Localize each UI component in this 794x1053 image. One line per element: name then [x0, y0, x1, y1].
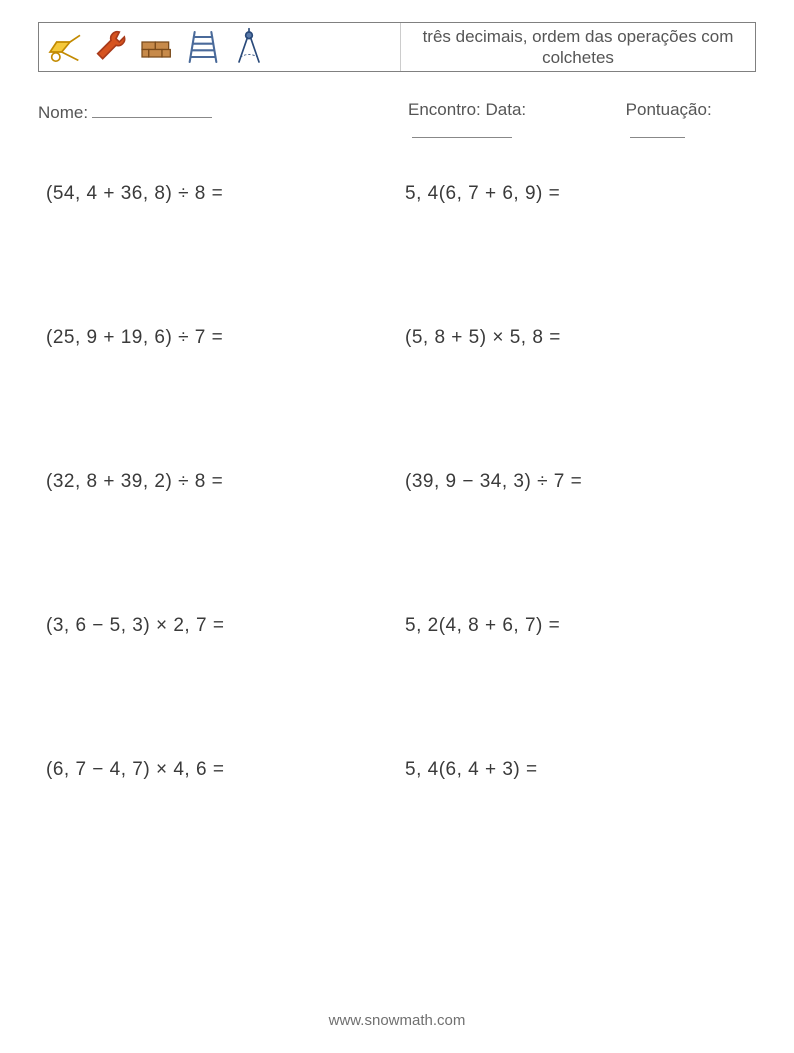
problem-cell: 5, 4(6, 4 + 3) =: [397, 759, 756, 781]
worksheet-page: três decimais, ordem das operações com c…: [0, 0, 794, 781]
problem-row: (32, 8 + 39, 2) ÷ 8 = (39, 9 − 34, 3) ÷ …: [38, 471, 756, 493]
problem-cell: (5, 8 + 5) × 5, 8 =: [397, 327, 756, 349]
problem-cell: (3, 6 − 5, 3) × 2, 7 =: [38, 615, 397, 637]
ladder-icon: [183, 27, 223, 67]
problem-row: (25, 9 + 19, 6) ÷ 7 = (5, 8 + 5) × 5, 8 …: [38, 327, 756, 349]
problem-row: (3, 6 − 5, 3) × 2, 7 = 5, 2(4, 8 + 6, 7)…: [38, 615, 756, 637]
problem-cell: (25, 9 + 19, 6) ÷ 7 =: [38, 327, 397, 349]
problem-cell: (32, 8 + 39, 2) ÷ 8 =: [38, 471, 397, 493]
name-blank[interactable]: [92, 100, 212, 118]
date-blank[interactable]: [412, 120, 512, 138]
problems-grid: (54, 4 + 36, 8) ÷ 8 = 5, 4(6, 7 + 6, 9) …: [38, 183, 756, 781]
wheelbarrow-icon: [45, 27, 85, 67]
footer-url: www.snowmath.com: [0, 1012, 794, 1029]
worksheet-title: três decimais, ordem das operações com c…: [401, 23, 755, 71]
date-label: Encontro: Data:: [408, 100, 526, 119]
problem-cell: (6, 7 − 4, 7) × 4, 6 =: [38, 759, 397, 781]
name-field: Nome:: [38, 100, 408, 143]
date-field: Encontro: Data:: [408, 100, 608, 143]
name-label: Nome:: [38, 103, 88, 122]
header-icons: [39, 23, 401, 71]
problem-cell: 5, 4(6, 7 + 6, 9) =: [397, 183, 756, 205]
score-blank[interactable]: [630, 120, 685, 138]
problem-cell: (54, 4 + 36, 8) ÷ 8 =: [38, 183, 397, 205]
header-box: três decimais, ordem das operações com c…: [38, 22, 756, 72]
info-row: Nome: Encontro: Data: Pontuação:: [38, 100, 756, 143]
problem-cell: 5, 2(4, 8 + 6, 7) =: [397, 615, 756, 637]
problem-cell: (39, 9 − 34, 3) ÷ 7 =: [397, 471, 756, 493]
wrench-icon: [91, 27, 131, 67]
problem-row: (6, 7 − 4, 7) × 4, 6 = 5, 4(6, 4 + 3) =: [38, 759, 756, 781]
score-field: Pontuação:: [626, 100, 756, 143]
problem-row: (54, 4 + 36, 8) ÷ 8 = 5, 4(6, 7 + 6, 9) …: [38, 183, 756, 205]
compass-icon: [229, 27, 269, 67]
score-label: Pontuação:: [626, 100, 712, 119]
bricks-icon: [137, 27, 177, 67]
